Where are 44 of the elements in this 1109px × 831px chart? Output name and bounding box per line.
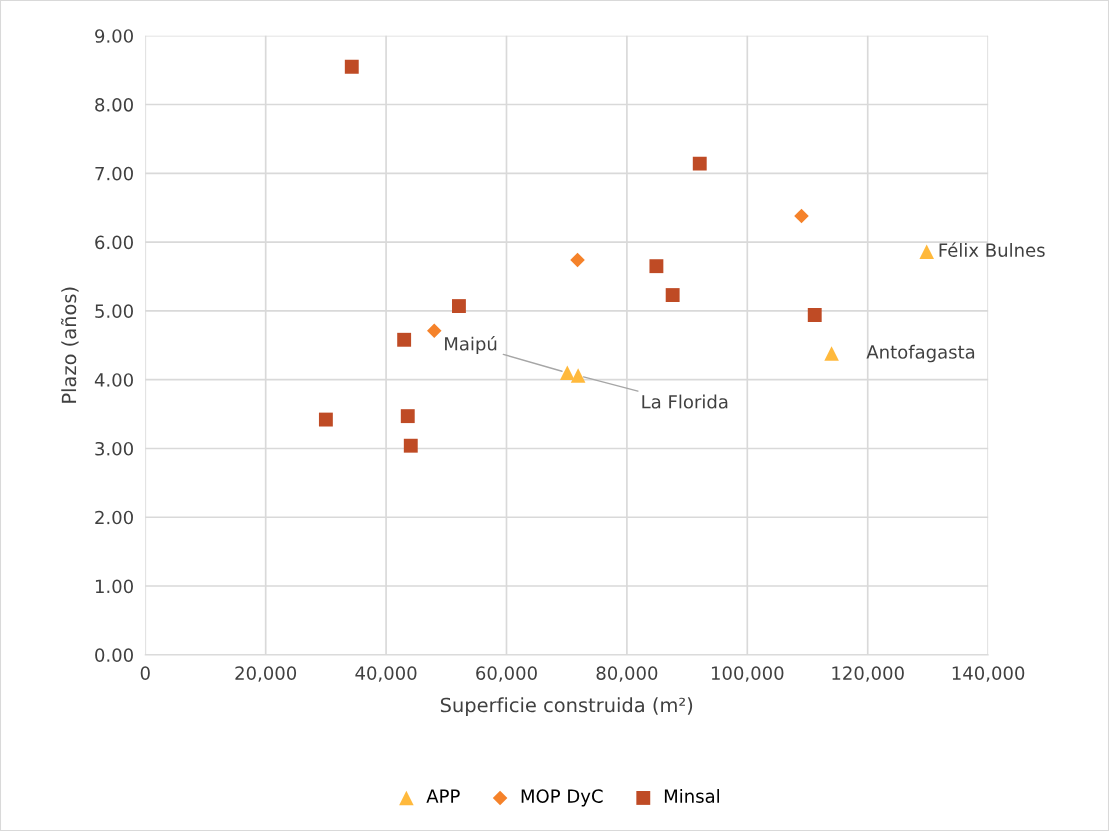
x-tick-label: 0 bbox=[140, 666, 150, 680]
y-tick-label: 2.00 bbox=[95, 510, 133, 525]
y-tick-label: 0.00 bbox=[95, 648, 133, 662]
point bbox=[919, 244, 934, 260]
x-tick-label: 120,000 bbox=[832, 666, 904, 682]
point bbox=[426, 323, 442, 339]
annotation: Félix Bulnes bbox=[939, 242, 1045, 257]
point bbox=[451, 299, 466, 314]
annotation: Antofagasta bbox=[866, 344, 975, 363]
y-axis-title: Plazo (años) bbox=[60, 287, 79, 403]
point bbox=[649, 259, 664, 274]
x-tick-label: 100,000 bbox=[711, 666, 784, 682]
x-tick-label: 80,000 bbox=[596, 666, 658, 682]
y-tick-label: 9.00 bbox=[95, 29, 133, 43]
point bbox=[344, 59, 359, 74]
point bbox=[403, 438, 418, 453]
y-tick-label: 6.00 bbox=[95, 235, 133, 250]
x-axis-title: Superficie construida (m²) bbox=[440, 697, 693, 717]
point bbox=[318, 412, 333, 427]
point bbox=[824, 346, 839, 361]
point bbox=[692, 156, 707, 171]
y-tick-label: 8.00 bbox=[95, 97, 133, 112]
legend-label: APP bbox=[426, 789, 460, 803]
annotation: Maipú bbox=[445, 335, 497, 355]
x-tick-label: 20,000 bbox=[235, 666, 297, 682]
point bbox=[807, 308, 822, 322]
point bbox=[560, 365, 575, 381]
x-tick-label: 40,000 bbox=[355, 666, 417, 682]
y-tick-label: 7.00 bbox=[95, 166, 133, 181]
y-tick-label: 4.00 bbox=[94, 373, 133, 387]
y-tick-label: 5.00 bbox=[95, 304, 133, 318]
point bbox=[400, 409, 415, 424]
y-tick-label: 3.00 bbox=[95, 441, 133, 456]
point bbox=[794, 208, 809, 224]
annotation: La Florida bbox=[642, 394, 728, 409]
legend-label: MOP DyC bbox=[521, 789, 603, 807]
point bbox=[570, 368, 586, 383]
x-tick-label: 140,000 bbox=[952, 666, 1025, 682]
x-tick-label: 60,000 bbox=[476, 666, 537, 682]
y-tick-label: 1.00 bbox=[95, 579, 133, 594]
point bbox=[397, 332, 412, 347]
legend-label: Minsal bbox=[664, 788, 719, 803]
point bbox=[665, 288, 680, 303]
point bbox=[570, 252, 585, 268]
